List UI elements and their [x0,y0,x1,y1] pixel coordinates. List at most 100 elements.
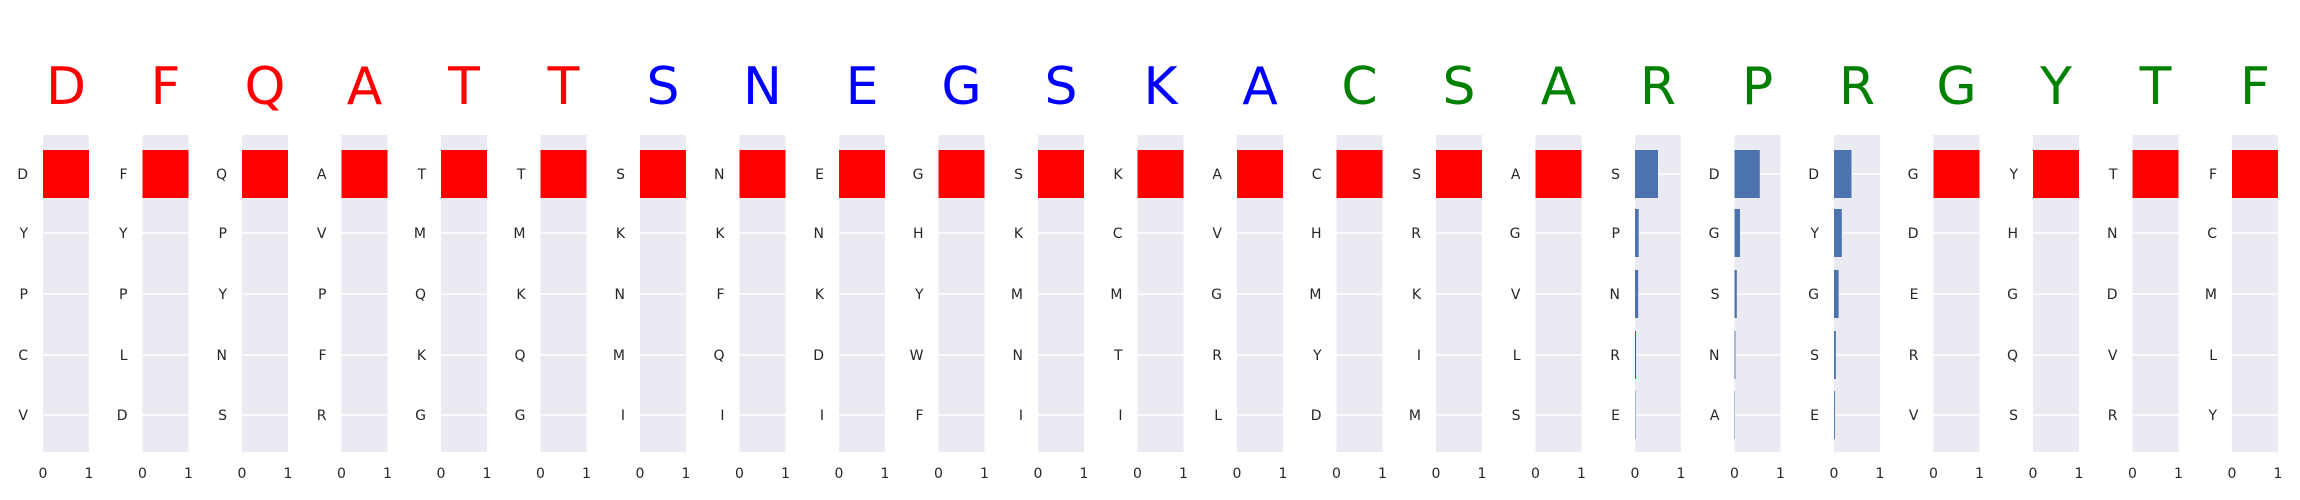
x-tick-label: 0 [437,466,446,482]
category-label: R [1610,348,1620,364]
category-label: N [1610,287,1620,303]
category-label: G [515,408,526,424]
bar-panel: Q P Y N S 0 1 [216,135,292,482]
category-label: A [1511,167,1521,183]
bar [1237,150,1283,198]
category-label: Q [216,167,227,183]
category-label: T [416,167,426,183]
category-label: M [2205,287,2217,303]
bar-panel: D G S N A 0 1 [1709,135,1785,482]
bar [43,150,89,198]
x-tick-label: 0 [1631,466,1640,482]
sequence-letter: A [346,57,383,117]
category-label: G [1808,287,1819,303]
x-tick-label: 1 [1876,466,1885,482]
category-label: N [1709,348,1719,364]
category-label: Y [1312,348,1322,364]
x-tick-label: 0 [1432,466,1441,482]
bar [1436,150,1482,198]
x-tick-label: 0 [735,466,744,482]
category-label: K [1113,167,1123,183]
bar [540,150,587,198]
category-label: I [1118,408,1122,424]
category-label: V [1212,226,1222,242]
category-label: G [1709,226,1720,242]
category-label: D [17,167,28,183]
sequence-letter: F [2240,57,2270,117]
category-label: I [1417,348,1421,364]
category-label: S [1512,408,1521,424]
category-label: K [417,348,427,364]
bar [1834,150,1852,198]
category-label: P [219,226,227,242]
category-label: M [1309,287,1321,303]
category-label: E [1611,408,1620,424]
sequence-letter: F [150,57,181,117]
x-tick-label: 0 [1730,466,1739,482]
category-label: F [2209,167,2217,183]
bar-panel: C H M Y D 0 1 [1309,135,1387,482]
category-label: N [1013,348,1023,364]
category-label: R [1212,348,1222,364]
bar [142,150,189,198]
bar [242,150,288,198]
bar-panel: E N K D I 0 1 [813,135,889,482]
x-tick-label: 0 [1233,466,1242,482]
category-label: I [1019,408,1023,424]
bar-panel: F C M L Y 0 1 [2205,135,2282,482]
category-label: V [18,408,28,424]
sequence-letter: S [1044,57,1078,117]
x-tick-label: 0 [1531,466,1540,482]
category-label: Q [415,287,426,303]
category-label: N [217,348,227,364]
bar [938,150,985,198]
category-label: T [516,167,526,183]
bar-panel: S K M N I 0 1 [1011,135,1088,482]
bar [1834,391,1835,439]
category-label: L [2209,348,2217,364]
x-tick-label: 0 [138,466,147,482]
category-label: S [1014,167,1023,183]
category-label: Y [914,287,924,303]
sequence-letter: K [1143,57,1178,117]
category-label: Y [2207,408,2217,424]
bar-panel: T N D V R 0 1 [2107,135,2183,482]
bar [1635,331,1636,379]
category-label: V [1511,287,1521,303]
category-label: R [2108,408,2118,424]
x-tick-label: 0 [238,466,247,482]
category-label: R [1411,226,1421,242]
bar-panel: A G V L S 0 1 [1510,135,1586,482]
category-label: F [716,287,724,303]
bar [739,150,786,198]
category-label: K [1014,226,1024,242]
bar [1933,150,1980,198]
x-tick-label: 1 [980,466,989,482]
bar-panel: T M Q K G 0 1 [414,135,491,482]
category-label: D [1808,167,1819,183]
bar-panel: S K N M I 0 1 [613,135,690,482]
category-label: T [2108,167,2118,183]
x-tick-label: 0 [1133,466,1142,482]
x-tick-label: 1 [85,466,94,482]
category-label: D [117,408,128,424]
bar [441,150,487,198]
bar [1137,150,1184,198]
category-label: S [1810,348,1819,364]
category-label: D [1709,167,1720,183]
bar [1734,209,1741,257]
category-label: I [621,408,625,424]
bar [2232,150,2278,198]
bar [1535,150,1582,198]
category-label: G [2007,287,2018,303]
category-label: D [1311,408,1322,424]
bar-panel: S P N R E 0 1 [1610,135,1686,482]
category-label: K [815,287,825,303]
bar-panel: Y H G Q S 0 1 [2007,135,2083,482]
category-label: V [317,226,327,242]
bar [1734,270,1737,318]
x-tick-label: 1 [184,466,193,482]
category-label: Y [2008,167,2018,183]
x-tick-label: 1 [1677,466,1686,482]
